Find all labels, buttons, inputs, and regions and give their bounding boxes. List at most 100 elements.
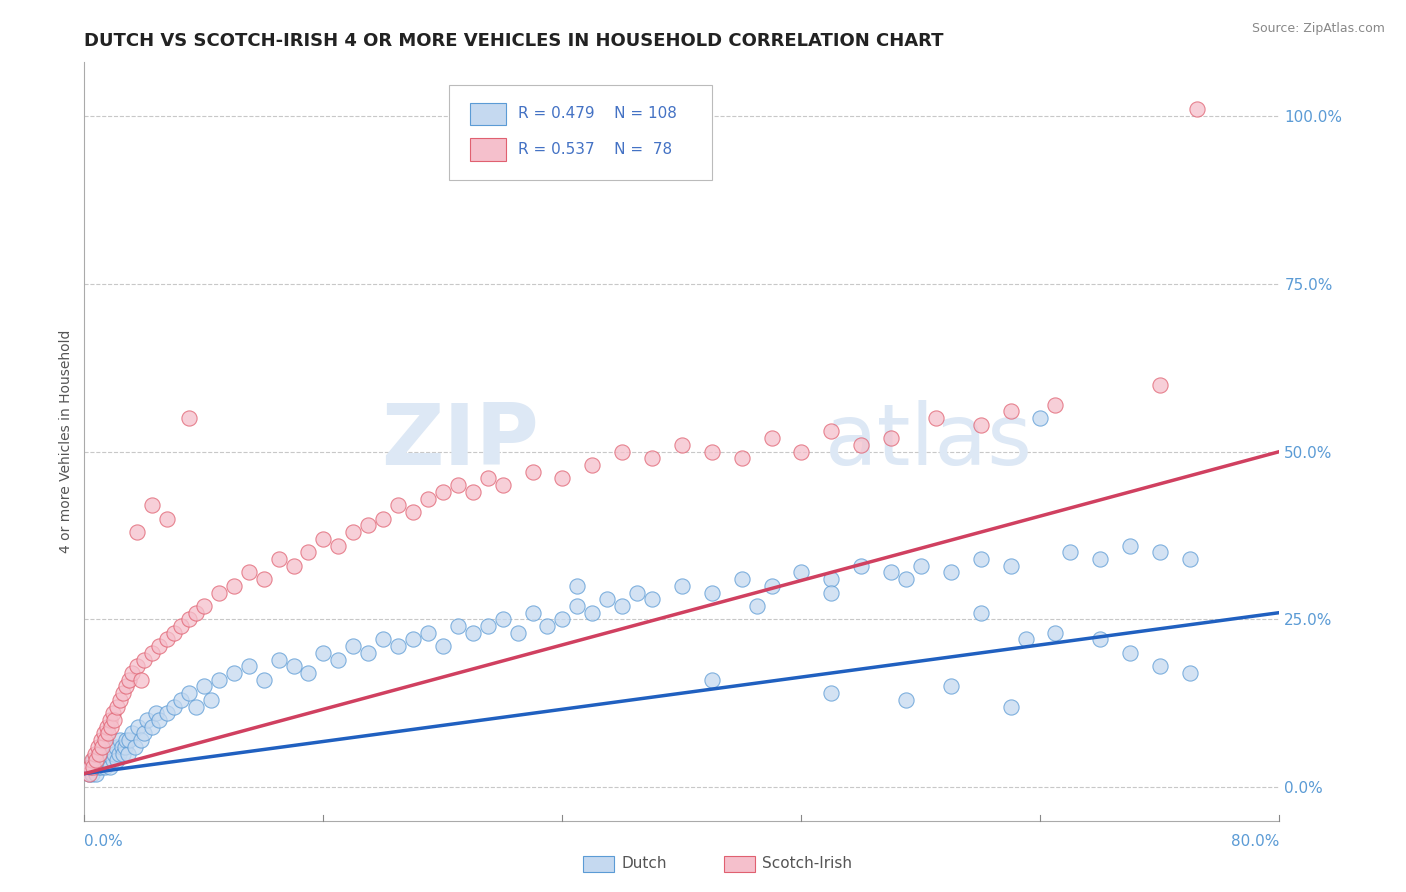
Point: [1178, 666, 1201, 681]
Text: DUTCH VS SCOTCH-IRISH 4 OR MORE VEHICLES IN HOUSEHOLD CORRELATION CHART: DUTCH VS SCOTCH-IRISH 4 OR MORE VEHICLES…: [84, 32, 943, 50]
Point: [1000, 558, 1022, 573]
FancyBboxPatch shape: [449, 85, 711, 180]
Point: [567, 599, 589, 613]
Point: [155, 706, 177, 721]
Point: [141, 720, 163, 734]
Point: [121, 726, 143, 740]
Point: [731, 451, 754, 466]
Point: [373, 632, 395, 647]
Point: [1149, 545, 1171, 559]
Point: [91, 739, 114, 754]
Point: [328, 539, 350, 553]
Point: [447, 478, 470, 492]
Point: [124, 739, 146, 754]
Point: [77, 766, 100, 780]
Point: [312, 532, 335, 546]
Point: [402, 632, 425, 647]
Point: [492, 478, 515, 492]
Y-axis label: 4 or more Vehicles in Household: 4 or more Vehicles in Household: [59, 330, 73, 553]
Point: [1119, 646, 1142, 660]
Point: [551, 612, 574, 626]
Point: [136, 713, 159, 727]
Point: [432, 639, 454, 653]
Point: [567, 579, 589, 593]
Point: [253, 673, 276, 687]
Point: [283, 659, 305, 673]
Point: [193, 680, 215, 694]
Point: [222, 579, 245, 593]
Point: [112, 747, 135, 761]
Point: [1090, 552, 1112, 566]
Point: [253, 572, 276, 586]
Point: [1149, 377, 1171, 392]
Point: [83, 760, 105, 774]
Point: [970, 417, 993, 432]
Point: [880, 431, 903, 445]
Point: [700, 585, 723, 599]
Point: [155, 632, 177, 647]
Point: [100, 720, 122, 734]
Point: [80, 753, 103, 767]
Point: [894, 572, 917, 586]
Point: [82, 753, 104, 767]
Point: [1187, 103, 1209, 117]
Point: [93, 726, 115, 740]
Point: [820, 585, 842, 599]
Point: [125, 525, 148, 540]
Text: Dutch: Dutch: [621, 856, 666, 871]
Point: [700, 673, 723, 687]
Point: [91, 753, 114, 767]
Point: [925, 411, 948, 425]
Point: [100, 739, 122, 754]
Point: [141, 498, 163, 512]
Point: [910, 558, 932, 573]
Text: 80.0%: 80.0%: [1232, 834, 1279, 849]
Point: [90, 760, 112, 774]
Point: [328, 652, 350, 666]
Point: [267, 552, 290, 566]
Point: [1029, 411, 1052, 425]
Point: [115, 680, 138, 694]
Point: [1014, 632, 1036, 647]
Point: [536, 619, 558, 633]
Point: [1149, 659, 1171, 673]
Point: [97, 747, 120, 761]
Point: [522, 606, 544, 620]
Text: ZIP: ZIP: [381, 400, 538, 483]
Point: [186, 699, 208, 714]
Point: [342, 525, 364, 540]
Point: [145, 706, 167, 721]
Point: [170, 693, 193, 707]
Point: [939, 566, 962, 580]
Text: atlas: atlas: [825, 400, 1033, 483]
Point: [107, 747, 129, 761]
Point: [177, 686, 200, 700]
Point: [127, 720, 149, 734]
Point: [641, 592, 664, 607]
Point: [461, 625, 484, 640]
Point: [820, 425, 842, 439]
Point: [117, 747, 139, 761]
Text: 0.0%: 0.0%: [84, 834, 124, 849]
Text: R = 0.537    N =  78: R = 0.537 N = 78: [519, 142, 672, 157]
Point: [96, 720, 118, 734]
Point: [880, 566, 903, 580]
Point: [111, 739, 134, 754]
Point: [94, 733, 117, 747]
Point: [820, 572, 842, 586]
Point: [129, 733, 152, 747]
Point: [177, 612, 200, 626]
Point: [416, 491, 439, 506]
Point: [238, 566, 260, 580]
Point: [1059, 545, 1081, 559]
Point: [671, 438, 693, 452]
Point: [851, 438, 873, 452]
Point: [110, 693, 132, 707]
Text: Source: ZipAtlas.com: Source: ZipAtlas.com: [1251, 22, 1385, 36]
Point: [103, 713, 125, 727]
Point: [79, 760, 101, 774]
Point: [387, 639, 409, 653]
Point: [200, 693, 222, 707]
Point: [83, 747, 105, 761]
Point: [1090, 632, 1112, 647]
